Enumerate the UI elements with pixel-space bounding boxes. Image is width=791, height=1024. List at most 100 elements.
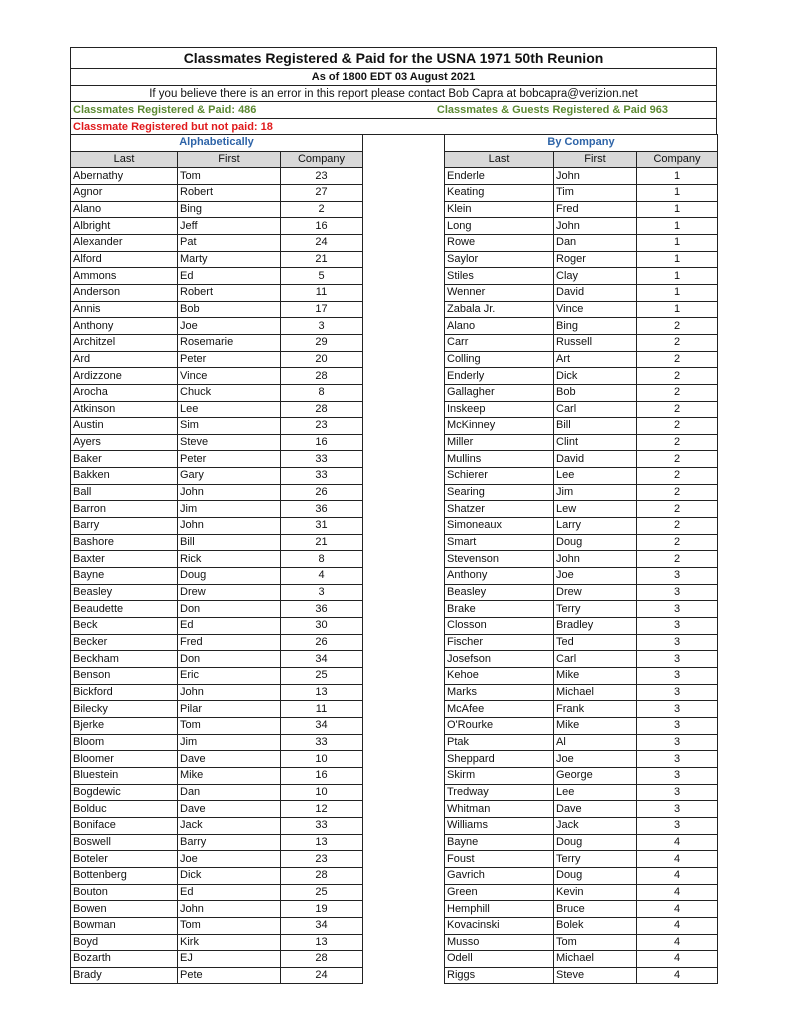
- company-cell: 2: [635, 500, 719, 519]
- table-row: Musso Tom 4: [444, 933, 719, 952]
- table-row: Bozarth EJ 28: [70, 950, 364, 968]
- last-name-cell: Miller: [444, 433, 554, 452]
- col-company: Company: [635, 150, 719, 169]
- first-name-cell: Bob: [553, 383, 637, 402]
- company-cell: 19: [279, 900, 364, 918]
- table-row: Becker Fred 26: [70, 633, 364, 652]
- last-name-cell: Annis: [70, 300, 178, 319]
- table-row: Bogdewic Dan 10: [70, 783, 364, 802]
- last-name-cell: Austin: [70, 417, 178, 435]
- first-name-cell: Don: [177, 600, 281, 619]
- first-name-cell: George: [553, 766, 637, 785]
- table-row: Barron Jim 36: [70, 500, 364, 519]
- table-row: Riggs Steve 4: [444, 966, 719, 985]
- report-title: Classmates Registered & Paid for the USN…: [71, 48, 716, 69]
- last-name-cell: Bozarth: [70, 950, 178, 968]
- first-name-cell: Marty: [177, 250, 281, 269]
- company-cell: 11: [279, 283, 364, 302]
- report-header: Classmates Registered & Paid for the USN…: [70, 47, 717, 135]
- first-name-cell: Jeff: [177, 217, 281, 235]
- first-name-cell: Ed: [177, 267, 281, 285]
- last-name-cell: Bowman: [70, 916, 178, 935]
- company-cell: 16: [279, 433, 364, 452]
- table-row: Closson Bradley 3: [444, 617, 719, 635]
- last-name-cell: Enderly: [444, 367, 554, 385]
- first-name-cell: Russell: [553, 333, 637, 352]
- company-cell: 4: [635, 933, 719, 952]
- company-cell: 3: [635, 766, 719, 785]
- company-cell: 8: [279, 383, 364, 402]
- last-name-cell: Tredway: [444, 783, 554, 802]
- first-name-cell: Joe: [553, 567, 637, 585]
- table-row: Smart Doug 2: [444, 533, 719, 552]
- last-name-cell: Bouton: [70, 883, 178, 902]
- company-cell: 13: [279, 833, 364, 852]
- last-name-cell: Klein: [444, 200, 554, 219]
- table-row: Beasley Drew 3: [70, 583, 364, 602]
- first-name-cell: Dave: [177, 800, 281, 818]
- first-name-cell: EJ: [177, 950, 281, 968]
- company-cell: 2: [635, 417, 719, 435]
- company-cell: 1: [635, 217, 719, 235]
- alphabetical-title: Alphabetically: [69, 134, 364, 152]
- table-row: Simoneaux Larry 2: [444, 517, 719, 535]
- last-name-cell: Musso: [444, 933, 554, 952]
- last-name-cell: Beaudette: [70, 600, 178, 619]
- company-cell: 26: [279, 483, 364, 502]
- first-name-cell: John: [553, 217, 637, 235]
- company-cell: 27: [279, 183, 364, 202]
- last-name-cell: Josefson: [444, 650, 554, 668]
- first-name-cell: Bradley: [553, 617, 637, 635]
- last-name-cell: Agnor: [70, 183, 178, 202]
- company-cell: 30: [279, 617, 364, 635]
- company-cell: 16: [279, 217, 364, 235]
- last-name-cell: Bolduc: [70, 800, 178, 818]
- table-row: Bottenberg Dick 28: [70, 866, 364, 885]
- company-cell: 34: [279, 716, 364, 735]
- first-name-cell: Michael: [553, 950, 637, 968]
- alphabetical-table: Alphabetically Last First Company Aberna…: [69, 134, 364, 985]
- company-cell: 2: [635, 517, 719, 535]
- first-name-cell: Dave: [553, 800, 637, 818]
- company-cell: 3: [635, 750, 719, 768]
- company-cell: 33: [279, 816, 364, 835]
- table-row: Bloomer Dave 10: [70, 750, 364, 768]
- company-cell: 5: [279, 267, 364, 285]
- table-row: Saylor Roger 1: [444, 250, 719, 269]
- last-name-cell: Stevenson: [444, 550, 554, 569]
- table-row: Kehoe Mike 3: [444, 667, 719, 685]
- last-name-cell: Boniface: [70, 816, 178, 835]
- table-row: Kovacinski Bolek 4: [444, 916, 719, 935]
- company-cell: 25: [279, 883, 364, 902]
- table-row: Gallagher Bob 2: [444, 383, 719, 402]
- last-name-cell: Bickford: [70, 683, 178, 702]
- company-cell: 28: [279, 866, 364, 885]
- last-name-cell: Carr: [444, 333, 554, 352]
- table-row: Brady Pete 24: [70, 966, 364, 985]
- first-name-cell: David: [553, 283, 637, 302]
- company-cell: 3: [635, 567, 719, 585]
- first-name-cell: Tom: [177, 167, 281, 185]
- first-name-cell: Tom: [553, 933, 637, 952]
- first-name-cell: Pilar: [177, 700, 281, 718]
- first-name-cell: Vince: [553, 300, 637, 319]
- first-name-cell: Dick: [553, 367, 637, 385]
- last-name-cell: Williams: [444, 816, 554, 835]
- company-cell: 3: [635, 650, 719, 668]
- first-name-cell: Tim: [553, 183, 637, 202]
- company-cell: 2: [635, 400, 719, 419]
- company-cell: 34: [279, 916, 364, 935]
- table-row: Stiles Clay 1: [444, 267, 719, 285]
- table-row: Stevenson John 2: [444, 550, 719, 569]
- table-row: Boniface Jack 33: [70, 816, 364, 835]
- table-row: Beasley Drew 3: [444, 583, 719, 602]
- table-row: Bluestein Mike 16: [70, 766, 364, 785]
- first-name-cell: Clint: [553, 433, 637, 452]
- table-row: Bakken Gary 33: [70, 467, 364, 485]
- last-name-cell: Bowen: [70, 900, 178, 918]
- company-cell: 3: [635, 733, 719, 752]
- company-cell: 3: [635, 716, 719, 735]
- table-row: Ammons Ed 5: [70, 267, 364, 285]
- company-cell: 23: [279, 167, 364, 185]
- col-company: Company: [279, 150, 364, 169]
